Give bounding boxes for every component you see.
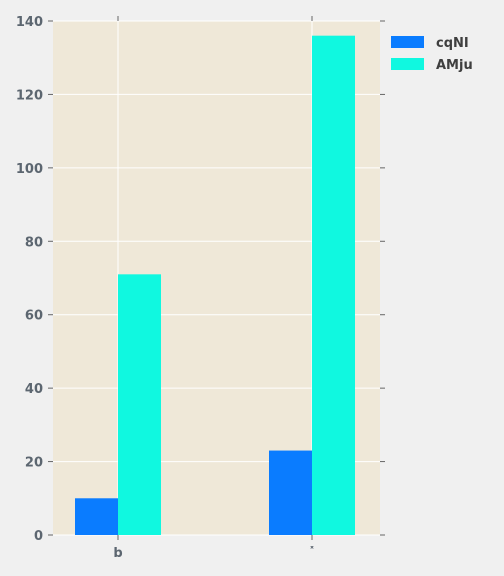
y-tick-label: 40	[25, 382, 43, 397]
y-tick-label: 60	[25, 309, 43, 324]
bar-cqNI-0	[75, 498, 118, 535]
bars	[75, 35, 355, 535]
bar-cqNI-1	[269, 450, 312, 535]
y-tick-label: 20	[25, 456, 43, 471]
axis-ticks: 0 20 40 60 80 100 120 140 b ˟	[16, 15, 385, 561]
bar-AMju-1	[312, 35, 355, 535]
y-tick-label: 140	[16, 15, 43, 30]
bar-AMju-0	[118, 274, 161, 535]
legend: cqNI AMju	[391, 36, 473, 73]
y-tick-label: 120	[16, 88, 43, 103]
legend-label-cqNI: cqNI	[436, 36, 469, 51]
y-tick-label: 0	[34, 529, 43, 544]
x-tick-label: ˟	[309, 546, 316, 561]
y-tick-label: 100	[16, 162, 43, 177]
x-tick-label: b	[113, 546, 122, 561]
legend-swatch-cqNI	[391, 36, 424, 48]
legend-swatch-AMju	[391, 58, 424, 70]
legend-label-AMju: AMju	[436, 58, 473, 73]
y-tick-label: 80	[25, 235, 43, 250]
